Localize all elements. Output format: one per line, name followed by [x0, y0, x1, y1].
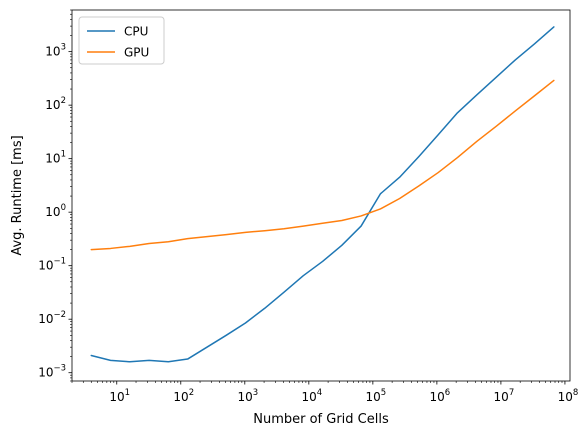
x-tick-label: 108 [558, 388, 579, 404]
x-tick-label: 105 [366, 388, 387, 404]
y-tick-label: 10−1 [38, 257, 66, 273]
y-tick-label: 10−3 [38, 364, 66, 380]
x-tick-label: 106 [430, 388, 451, 404]
legend-label-gpu: GPU [124, 46, 149, 60]
y-tick-label: 103 [45, 43, 66, 59]
x-tick-label: 101 [109, 388, 130, 404]
series-line-gpu [90, 79, 555, 251]
y-axis: 10−3 10−2 10−1 100 101 102 103 [38, 9, 72, 382]
x-tick-label: 103 [237, 388, 258, 404]
plot-area [71, 9, 571, 382]
y-tick-label: 100 [45, 203, 66, 219]
y-tick-label: 102 [45, 96, 66, 112]
series-layer [90, 26, 555, 363]
series-line-cpu [90, 26, 555, 363]
y-tick-label: 10−2 [38, 310, 66, 326]
x-tick-label: 102 [173, 388, 194, 404]
x-tick-label: 104 [301, 388, 322, 404]
y-axis-label: Avg. Runtime [ms] [10, 135, 25, 255]
legend: CPU GPU [78, 16, 165, 65]
x-tick-label: 107 [494, 388, 515, 404]
legend-box [78, 16, 165, 65]
x-axis: 101 102 103 104 105 106 107 108 [71, 381, 579, 404]
plot-background [72, 10, 570, 381]
plot-frame [71, 9, 571, 382]
y-tick-label: 101 [45, 150, 66, 166]
x-axis-label: Number of Grid Cells [253, 412, 389, 427]
legend-label-cpu: CPU [124, 25, 148, 39]
